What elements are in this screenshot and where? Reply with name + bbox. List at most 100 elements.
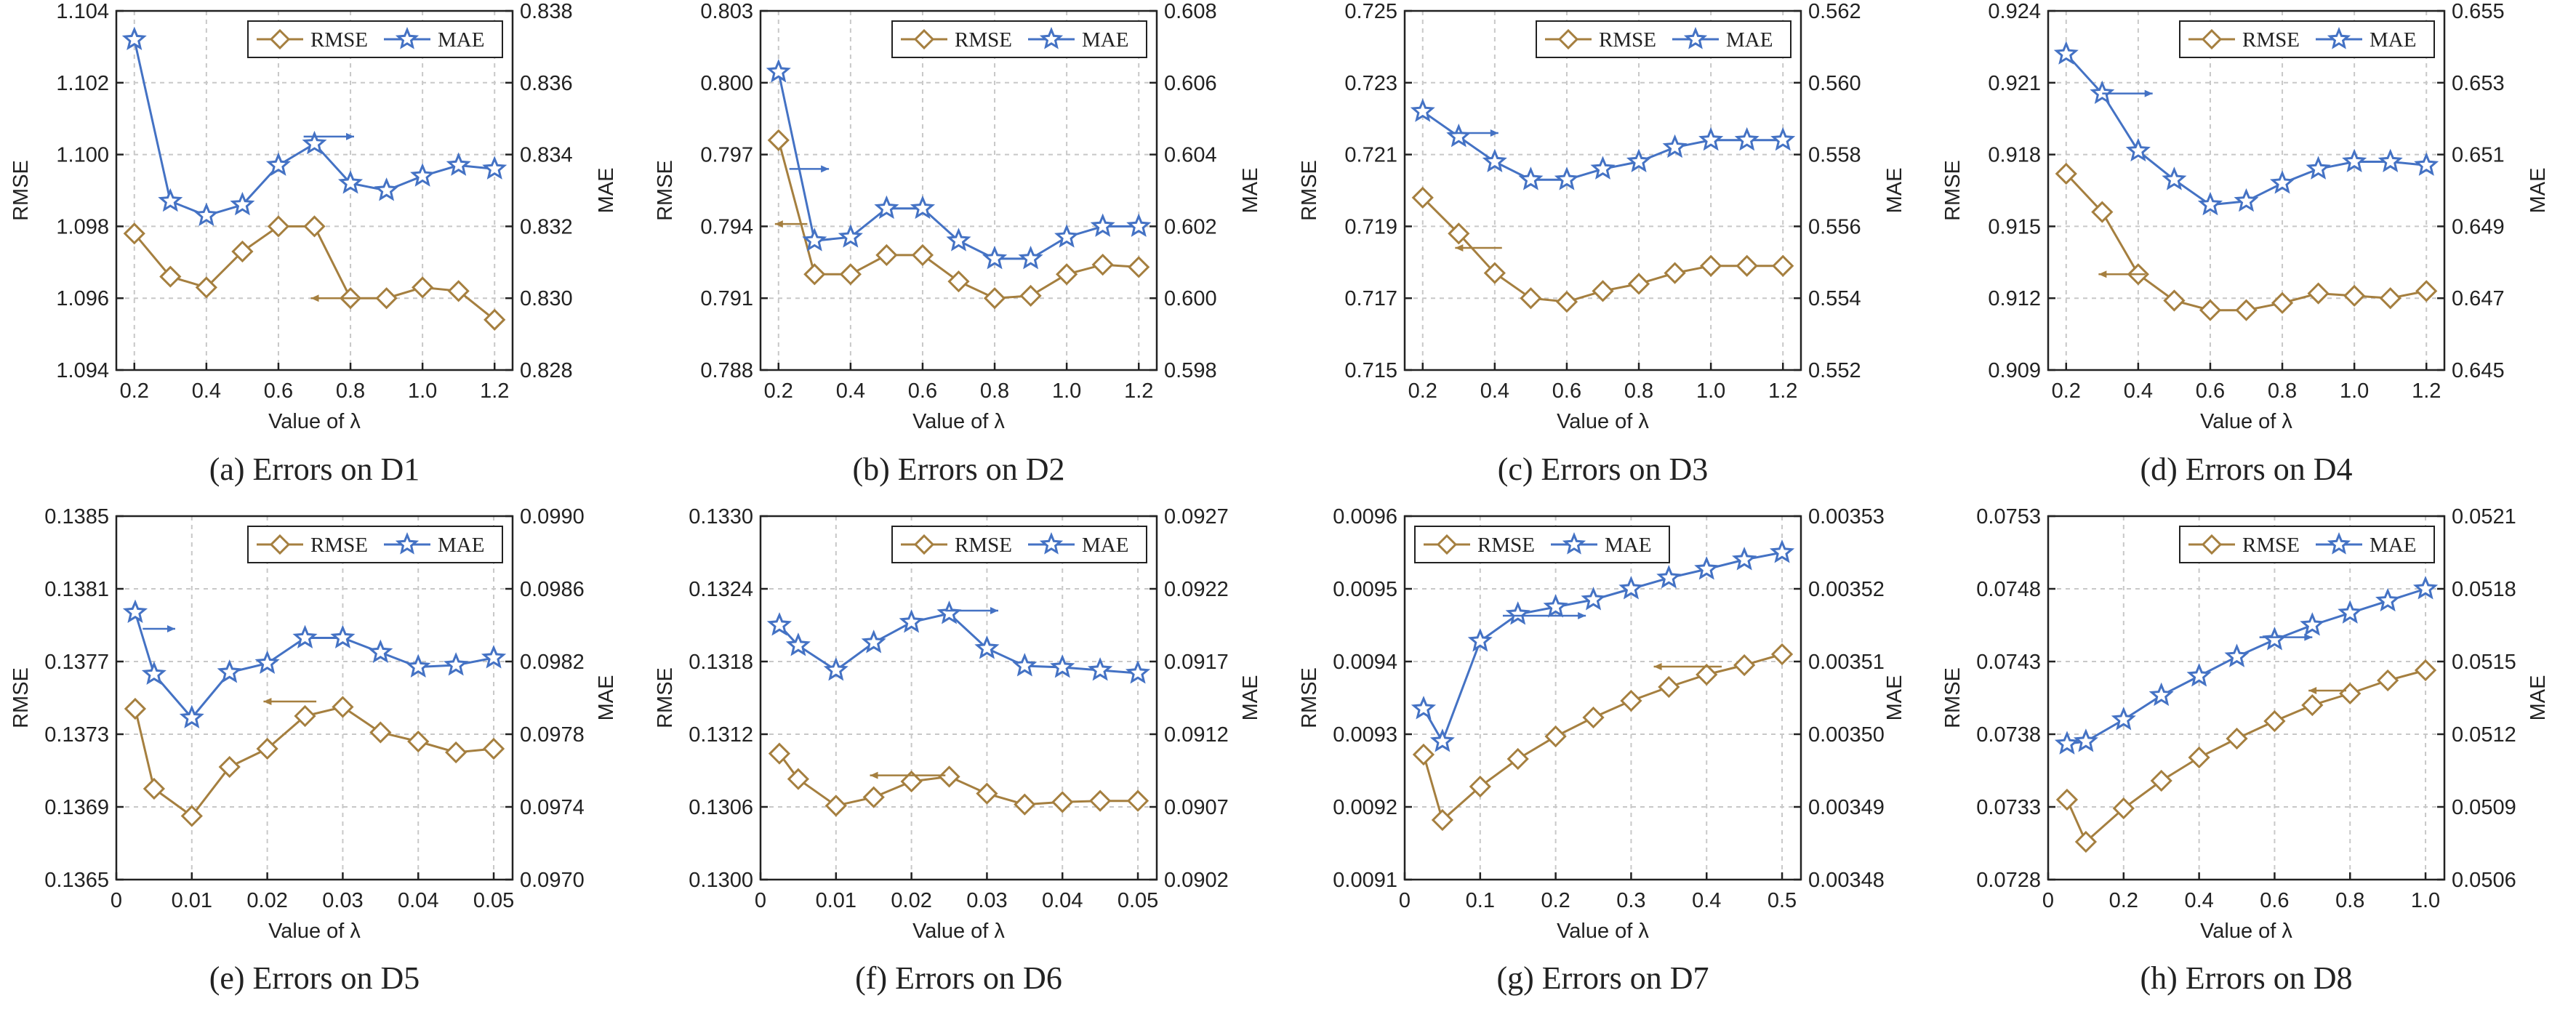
x-tick-label: 0.6 (1552, 379, 1581, 403)
x-tick-label: 0.4 (192, 379, 221, 403)
chart-caption: (f) Errors on D6 (855, 960, 1062, 996)
data-point-mae (1626, 148, 1652, 172)
y-tick-label-right: 0.838 (520, 0, 573, 23)
data-point-rmse (1483, 262, 1506, 284)
x-tick-label: 0.4 (836, 379, 865, 403)
data-point-mae (121, 26, 147, 50)
x-tick-label: 0.3 (1616, 889, 1645, 912)
arrow-head (2144, 89, 2153, 97)
y-axis-label-right: MAE (595, 168, 618, 214)
legend: RMSE MAE (2179, 526, 2435, 563)
y-tick-label-right: 0.0515 (2452, 651, 2516, 674)
data-point-rmse (2271, 292, 2294, 314)
data-point-rmse (369, 721, 392, 744)
data-point-rmse (2163, 289, 2186, 312)
y-tick-label-left: 0.909 (1988, 359, 2041, 382)
data-point-mae (481, 645, 507, 669)
data-point-rmse (1772, 254, 1794, 277)
x-tick-label: 0.5 (1768, 889, 1797, 912)
data-point-rmse (1126, 789, 1149, 812)
chart-panel-5: 0 0.01 0.02 0.03 0.04 0.05 0.1365 0.1369 0.1373 0… (9, 505, 618, 996)
legend: RMSE MAE (247, 20, 503, 58)
data-point-rmse (294, 704, 316, 728)
y-axis-label-right: MAE (2527, 168, 2550, 214)
legend-label-mae: MAE (1082, 28, 1128, 52)
x-tick-label: 0.6 (2260, 889, 2289, 912)
y-tick-label-left: 0.912 (1988, 287, 2041, 310)
data-point-mae (2234, 188, 2259, 212)
chart-panel-8: 0 0.2 0.4 0.6 0.8 1.0 0.0728 0.0733 0.0738 0.0743… (1941, 505, 2550, 996)
y-tick-label-right: 0.558 (1808, 144, 1861, 167)
x-tick-label: 0.03 (966, 889, 1007, 912)
y-tick-label-left: 0.791 (700, 287, 753, 310)
legend-marker-mae (1039, 27, 1064, 49)
legend-label-rmse: RMSE (2242, 28, 2300, 52)
data-point-mae (1411, 696, 1437, 720)
legend-label-rmse: RMSE (955, 534, 1012, 557)
arrow-head (1653, 663, 1662, 670)
data-point-mae (1662, 134, 1688, 158)
legend: RMSE MAE (247, 526, 503, 563)
data-point-rmse (159, 265, 182, 288)
data-point-rmse (1051, 791, 1074, 813)
x-tick-label: 0.01 (172, 889, 212, 912)
y-tick-label-left: 0.1330 (689, 505, 753, 528)
data-point-mae (982, 245, 1008, 270)
legend-label-mae: MAE (1726, 28, 1773, 52)
data-point-mae (374, 177, 399, 201)
data-point-rmse (2091, 201, 2114, 223)
data-point-mae (1769, 539, 1795, 563)
data-point-mae (1018, 245, 1043, 270)
chart-panel-2: 0.2 0.4 0.6 0.8 1.0 1.2 0.788 0.791 0.794 0.797 0.… (654, 0, 1262, 487)
data-point-mae (1429, 728, 1455, 752)
x-tick-label: 0.2 (1541, 889, 1570, 912)
x-tick-label: 0.8 (1624, 379, 1653, 403)
x-tick-label: 0.8 (2335, 889, 2364, 912)
legend-marker-rmse (269, 28, 291, 50)
data-point-mae (2090, 80, 2115, 105)
data-point-rmse (482, 737, 505, 760)
data-point-rmse (124, 697, 147, 720)
data-point-mae (899, 609, 924, 633)
data-point-mae (2186, 663, 2212, 687)
data-point-mae (946, 228, 971, 252)
data-point-mae (1770, 126, 1796, 151)
data-point-rmse (1089, 789, 1112, 812)
plot-frame (115, 9, 514, 371)
data-point-mae (2414, 152, 2439, 176)
legend-marker-rmse (2201, 534, 2223, 555)
y-tick-label-right: 0.0512 (2452, 723, 2516, 747)
legend: RMSE MAE (1414, 526, 1670, 563)
data-point-mae (2054, 731, 2080, 755)
data-point-mae (122, 599, 148, 623)
y-tick-label-right: 0.645 (2452, 359, 2505, 382)
x-tick-label: 1.0 (408, 379, 437, 403)
data-point-rmse (1411, 186, 1434, 209)
y-axis-label-left: RMSE (1941, 667, 1965, 728)
data-point-rmse (1520, 287, 1542, 310)
arrow-head (346, 132, 354, 140)
y-tick-label-left: 0.725 (1344, 0, 1397, 23)
data-point-mae (2148, 682, 2174, 707)
y-tick-label-right: 0.00353 (1808, 505, 1885, 528)
data-point-rmse (303, 215, 326, 238)
data-point-rmse (824, 795, 847, 817)
x-axis-label: Value of λ (2200, 410, 2292, 433)
data-point-mae (2269, 170, 2295, 194)
data-point-mae (2306, 156, 2331, 180)
y-tick-label-right: 0.600 (1164, 287, 1217, 310)
y-axis-label-right: MAE (2527, 675, 2550, 721)
y-tick-label-right: 0.836 (520, 72, 573, 95)
data-point-rmse (1555, 291, 1578, 313)
x-tick-label: 0.04 (1042, 889, 1083, 912)
data-point-rmse (2150, 769, 2172, 792)
data-point-mae (302, 130, 327, 155)
x-tick-label: 0.4 (1692, 889, 1721, 912)
plot-frame (115, 515, 514, 881)
data-point-mae (2224, 643, 2250, 667)
data-point-rmse (2377, 669, 2399, 692)
arrow-head (1578, 612, 1586, 619)
arrow-head (263, 698, 272, 705)
data-point-mae (410, 163, 436, 187)
